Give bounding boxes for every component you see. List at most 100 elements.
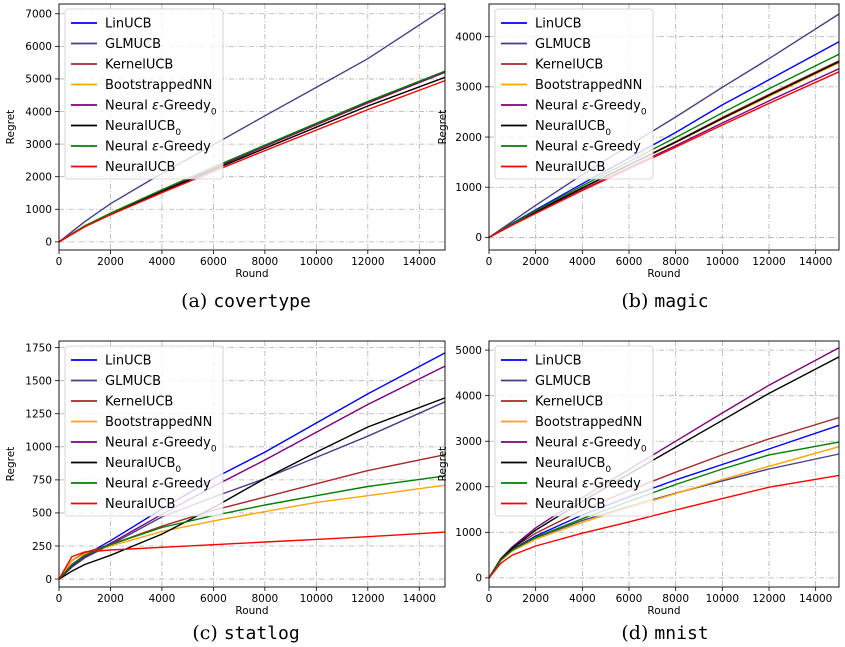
legend-label: Neural ε-Greedy [105, 140, 211, 155]
legend-label: NeuralUCB [535, 160, 605, 175]
y-tick-label: 1000 [25, 442, 52, 454]
x-tick-label: 6000 [200, 593, 227, 605]
y-tick-label: 7000 [25, 9, 52, 21]
caption-a-prefix: (a) [181, 290, 208, 312]
x-tick-label: 4000 [569, 256, 596, 268]
y-tick-label: 1500 [25, 375, 52, 387]
legend-label: BootstrappedNN [535, 78, 642, 93]
y-tick-label: 4000 [455, 390, 482, 402]
y-tick-label: 250 [32, 541, 52, 553]
legend-label: Neural ε-Greedy [535, 477, 641, 492]
y-axis-label: Regret [5, 110, 17, 145]
legend-label: KernelUCB [105, 395, 173, 410]
legend-label: LinUCB [535, 17, 582, 32]
x-axis-label: Round [235, 605, 268, 617]
x-tick-label: 4000 [569, 593, 596, 605]
x-tick-label: 0 [486, 256, 493, 268]
x-tick-label: 6000 [616, 593, 643, 605]
x-tick-label: 8000 [662, 256, 689, 268]
caption-c-name: statlog [223, 623, 300, 644]
caption-d-prefix: (d) [621, 622, 649, 644]
y-tick-label: 750 [32, 475, 52, 487]
legend-label: Neural ε-Greedy [535, 140, 641, 155]
legend-label: NeuralUCB0 [535, 119, 611, 138]
x-tick-label: 8000 [662, 593, 689, 605]
legend-label: KernelUCB [535, 395, 603, 410]
legend-label: KernelUCB [535, 58, 603, 73]
legend: LinUCB GLMUCB KernelUCB BootstrappedNN Neura… [494, 345, 654, 517]
y-axis-label: Regret [5, 447, 17, 482]
chart-3: 0 2000 4000 6000 8000 10000 12000 14000 0 1000 200… [437, 340, 840, 617]
caption-a-name: covertype [213, 291, 311, 312]
y-tick-label: 0 [45, 574, 52, 586]
x-tick-label: 10000 [706, 256, 739, 268]
x-tick-label: 14000 [799, 593, 832, 605]
legend-label: GLMUCB [535, 374, 591, 389]
caption-d: (d) mnist [621, 622, 708, 644]
y-tick-label: 3000 [455, 82, 482, 94]
legend-label: Neural ε-Greedy0 [105, 99, 217, 118]
legend-box [494, 8, 654, 180]
x-tick-label: 2000 [522, 593, 549, 605]
series-line [58, 484, 446, 580]
legend-label: LinUCB [535, 354, 582, 369]
y-tick-label: 0 [475, 573, 482, 585]
x-tick-label: 0 [56, 256, 63, 268]
legend-label: GLMUCB [105, 37, 161, 52]
series-line [58, 475, 446, 580]
x-tick-label: 0 [56, 593, 63, 605]
y-tick-label: 0 [475, 232, 482, 244]
caption-a: (a) covertype [181, 290, 311, 312]
chart-1: 0 2000 4000 6000 8000 10000 12000 14000 0 1000 200… [437, 3, 840, 280]
y-tick-label: 1750 [25, 342, 52, 354]
legend-box [64, 8, 224, 180]
legend-label: GLMUCB [535, 37, 591, 52]
y-tick-label: 4000 [25, 106, 52, 118]
caption-b: (b) magic [621, 290, 708, 312]
y-tick-label: 3000 [455, 436, 482, 448]
x-tick-label: 0 [486, 593, 493, 605]
x-tick-label: 14000 [403, 593, 436, 605]
caption-b-name: magic [654, 291, 709, 312]
y-axis-label: Regret [437, 447, 449, 482]
x-axis-label: Round [647, 268, 680, 280]
legend-label: BootstrappedNN [105, 78, 212, 93]
x-tick-label: 10000 [300, 593, 333, 605]
legend-label: NeuralUCB [105, 497, 175, 512]
y-tick-label: 6000 [25, 41, 52, 53]
legend-box [494, 345, 654, 517]
legend-label: BootstrappedNN [105, 415, 212, 430]
x-tick-label: 14000 [403, 256, 436, 268]
legend: LinUCB GLMUCB KernelUCB BootstrappedNN Neura… [494, 8, 654, 180]
caption-d-name: mnist [654, 623, 709, 644]
series-line [488, 474, 840, 579]
x-tick-label: 10000 [300, 256, 333, 268]
x-tick-label: 14000 [799, 256, 832, 268]
legend-label: NeuralUCB [105, 160, 175, 175]
legend-label: Neural ε-Greedy [105, 477, 211, 492]
legend-label: GLMUCB [105, 374, 161, 389]
legend-label: KernelUCB [105, 58, 173, 73]
y-tick-label: 2000 [455, 482, 482, 494]
plot-frame [488, 3, 840, 251]
x-tick-label: 12000 [752, 593, 785, 605]
legend-label: LinUCB [105, 17, 152, 32]
legend-box [64, 345, 224, 517]
y-axis-label: Regret [437, 110, 449, 145]
plot-frame [58, 3, 446, 251]
y-tick-label: 5000 [25, 74, 52, 86]
legend-label: Neural ε-Greedy0 [105, 436, 217, 455]
y-tick-label: 5000 [455, 345, 482, 357]
x-tick-label: 10000 [706, 593, 739, 605]
x-axis-label: Round [647, 605, 680, 617]
caption-c-prefix: (c) [192, 622, 218, 644]
legend: LinUCB GLMUCB KernelUCB BootstrappedNN Neura… [64, 345, 224, 517]
x-tick-label: 2000 [522, 256, 549, 268]
series-line [58, 531, 446, 580]
chart-0: 0 2000 4000 6000 8000 10000 12000 14000 0 1000 200… [5, 3, 446, 280]
legend-label: NeuralUCB0 [105, 119, 181, 138]
plot-frame [58, 340, 446, 588]
legend-label: BootstrappedNN [535, 415, 642, 430]
legend-label: Neural ε-Greedy0 [535, 436, 647, 455]
